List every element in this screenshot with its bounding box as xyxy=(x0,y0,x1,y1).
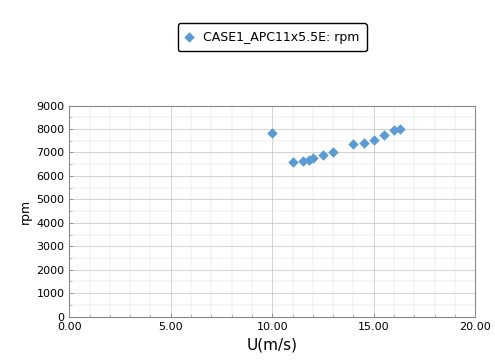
CASE1_APC11x5.5E: rpm: (16.3, 8e+03): rpm: (16.3, 8e+03) xyxy=(396,126,404,132)
CASE1_APC11x5.5E: rpm: (11.5, 6.65e+03): rpm: (11.5, 6.65e+03) xyxy=(299,158,307,163)
Legend: CASE1_APC11x5.5E: rpm: CASE1_APC11x5.5E: rpm xyxy=(178,23,367,51)
Y-axis label: rpm: rpm xyxy=(19,198,32,224)
CASE1_APC11x5.5E: rpm: (13, 7e+03): rpm: (13, 7e+03) xyxy=(329,150,337,155)
X-axis label: U(m/s): U(m/s) xyxy=(247,337,298,352)
CASE1_APC11x5.5E: rpm: (11.8, 6.7e+03): rpm: (11.8, 6.7e+03) xyxy=(305,157,313,162)
CASE1_APC11x5.5E: rpm: (14, 7.35e+03): rpm: (14, 7.35e+03) xyxy=(349,141,357,147)
CASE1_APC11x5.5E: rpm: (11, 6.6e+03): rpm: (11, 6.6e+03) xyxy=(289,159,297,165)
CASE1_APC11x5.5E: rpm: (14.5, 7.4e+03): rpm: (14.5, 7.4e+03) xyxy=(359,140,367,146)
CASE1_APC11x5.5E: rpm: (15, 7.55e+03): rpm: (15, 7.55e+03) xyxy=(370,136,378,142)
CASE1_APC11x5.5E: rpm: (15.5, 7.75e+03): rpm: (15.5, 7.75e+03) xyxy=(380,132,388,138)
CASE1_APC11x5.5E: rpm: (12, 6.75e+03): rpm: (12, 6.75e+03) xyxy=(309,155,317,161)
CASE1_APC11x5.5E: rpm: (12.5, 6.9e+03): rpm: (12.5, 6.9e+03) xyxy=(319,152,327,158)
CASE1_APC11x5.5E: rpm: (10, 7.85e+03): rpm: (10, 7.85e+03) xyxy=(268,130,276,135)
CASE1_APC11x5.5E: rpm: (16, 7.95e+03): rpm: (16, 7.95e+03) xyxy=(390,127,398,133)
